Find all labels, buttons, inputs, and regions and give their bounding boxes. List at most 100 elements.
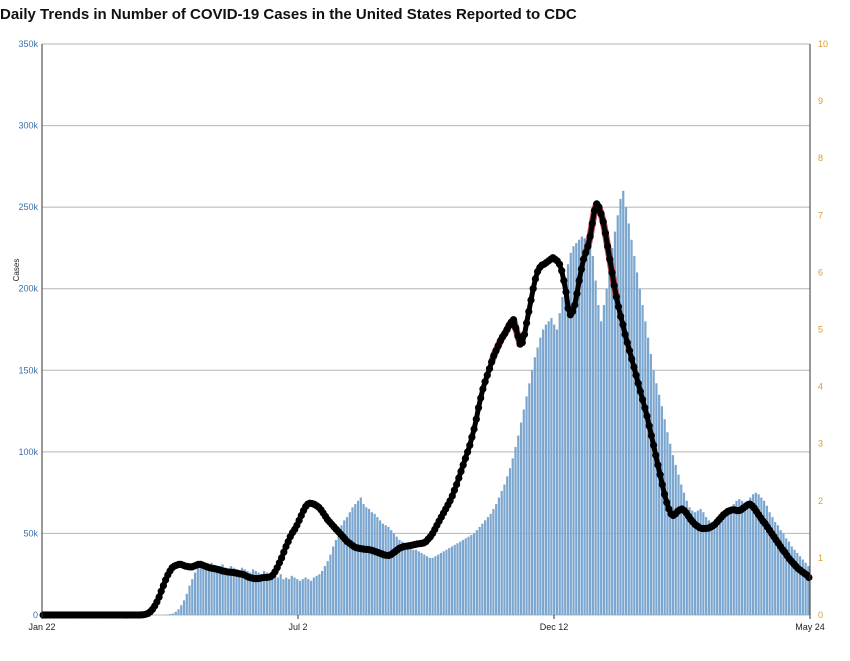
average-point [509,316,518,324]
bar [564,280,567,615]
bar [254,570,257,615]
bar [782,533,785,615]
average-point [647,431,656,440]
bar [489,513,492,615]
bar [514,446,517,615]
bar [265,572,268,615]
average-point [658,480,666,489]
bar [751,494,755,615]
bar [729,508,733,615]
average-point [155,593,163,601]
bar [384,525,387,615]
bar [613,231,617,615]
y2-tick-label: 5 [818,325,823,335]
bar [434,556,437,615]
bar [472,533,476,615]
average-point [625,347,634,355]
bar [370,512,373,615]
average-point [608,268,616,276]
bar [702,512,705,615]
bar [716,523,719,615]
bar [658,394,661,615]
bar [566,264,570,615]
bar [517,435,520,615]
bar [597,305,600,615]
bar [426,556,429,615]
average-point [488,358,496,366]
bar [553,324,556,615]
y-tick-label: 0 [33,610,38,620]
y2-tick-label: 7 [818,210,823,220]
average-point [529,285,537,293]
bar [511,458,514,615]
average-point [641,404,649,412]
bar [622,190,625,616]
average-point [634,379,642,387]
bar [445,549,448,615]
average-point [448,492,456,500]
bar [343,520,346,615]
average-point [512,324,520,332]
average-point [597,210,605,218]
bar [771,517,774,615]
bar [641,305,644,615]
bar [403,543,407,615]
bar [475,530,478,615]
bar [243,569,246,615]
bar [660,406,664,615]
bar [671,455,675,615]
average-point [514,332,522,340]
average-point [617,312,625,320]
average-point [464,448,472,456]
bar [326,561,329,615]
y2-tick-label: 6 [818,267,823,277]
bar [276,577,280,615]
bar [669,443,672,615]
bar [525,396,528,615]
bar [240,567,244,615]
bar [171,613,175,615]
bar [356,500,360,615]
bar [401,541,404,615]
bar [348,512,351,615]
x-tick-label: Jul 2 [288,622,307,632]
bar [624,207,628,615]
bar-series [163,190,810,616]
bar [478,526,481,615]
bar [392,533,396,615]
average-point [604,242,612,250]
bar [627,223,630,615]
average-point [660,490,669,498]
bar [298,580,302,615]
bar [414,549,418,615]
bar [235,569,238,615]
bar [481,523,484,615]
bar [633,256,636,615]
y2-tick-label: 10 [818,39,828,49]
bar [309,580,313,615]
y-tick-label: 150k [18,365,38,375]
bar [249,572,252,615]
bar [287,579,291,615]
bar [749,497,752,615]
average-point [457,467,465,475]
bar [304,577,307,615]
bar [586,239,589,615]
bar [406,546,409,615]
y-axis-label: Cases [12,259,21,282]
average-point [525,308,533,316]
x-axis-ticks: Jan 22 Jul 2 Dec 12 May 24 [28,615,825,632]
bar [202,564,205,615]
bar [188,585,191,615]
bar [251,569,255,615]
bar [774,522,777,615]
average-point [159,582,167,590]
average-point [650,441,658,449]
average-point [527,296,535,304]
bar [793,549,796,615]
average-point [606,255,614,263]
bar [575,243,578,615]
bar [677,474,680,615]
bar [376,517,379,615]
bar [260,574,263,615]
